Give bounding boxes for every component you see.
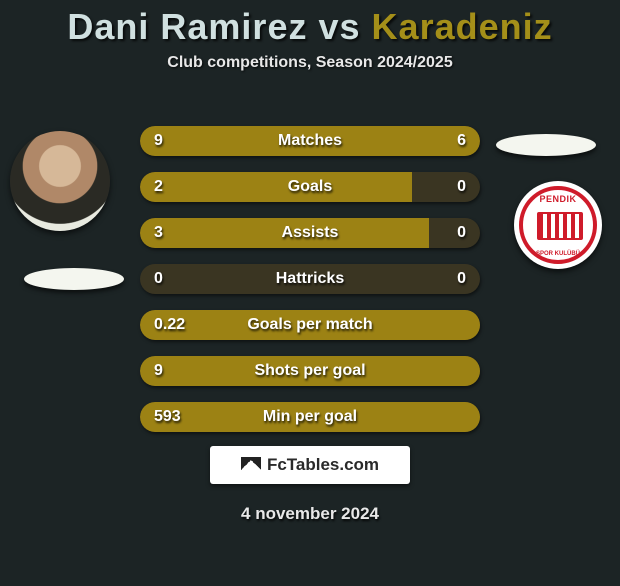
player2-name: Karadeniz [372,6,553,47]
stat-label: Min per goal [140,402,480,432]
brand-chart-icon [241,457,261,473]
stat-row: 2Goals0 [140,172,480,202]
stat-value-right: 0 [457,172,466,202]
stat-label: Hattricks [140,264,480,294]
player1-photo [10,131,110,231]
stats-panel: 9Matches62Goals03Assists00Hattricks00.22… [140,126,480,448]
stat-label: Matches [140,126,480,156]
stat-value-right: 6 [457,126,466,156]
player2-club-logo: PENDIK SPOR KULÜBÜ [514,181,602,269]
stat-label: Goals [140,172,480,202]
stat-row: 0.22Goals per match [140,310,480,340]
title-vs: vs [318,6,360,47]
subtitle: Club competitions, Season 2024/2025 [0,54,620,72]
stat-value-right: 0 [457,218,466,248]
brand-text: FcTables.com [267,455,379,475]
club-name-top: PENDIK [523,194,593,204]
stat-row: 3Assists0 [140,218,480,248]
stat-row: 0Hattricks0 [140,264,480,294]
brand-box: FcTables.com [210,446,410,484]
date-label: 4 november 2024 [0,504,620,524]
stat-label: Assists [140,218,480,248]
player1-club-oval [24,268,124,290]
player1-name: Dani Ramirez [67,6,307,47]
stat-value-right: 0 [457,264,466,294]
club-name-bottom: SPOR KULÜBÜ [523,251,593,257]
club-stripes-icon [537,212,583,240]
stat-label: Goals per match [140,310,480,340]
club-badge: PENDIK SPOR KULÜBÜ [519,186,597,264]
comparison-title: Dani Ramirez vs Karadeniz [0,6,620,48]
stat-label: Shots per goal [140,356,480,386]
stat-row: 9Shots per goal [140,356,480,386]
stat-row: 593Min per goal [140,402,480,432]
player2-country-oval [496,134,596,156]
stat-row: 9Matches6 [140,126,480,156]
